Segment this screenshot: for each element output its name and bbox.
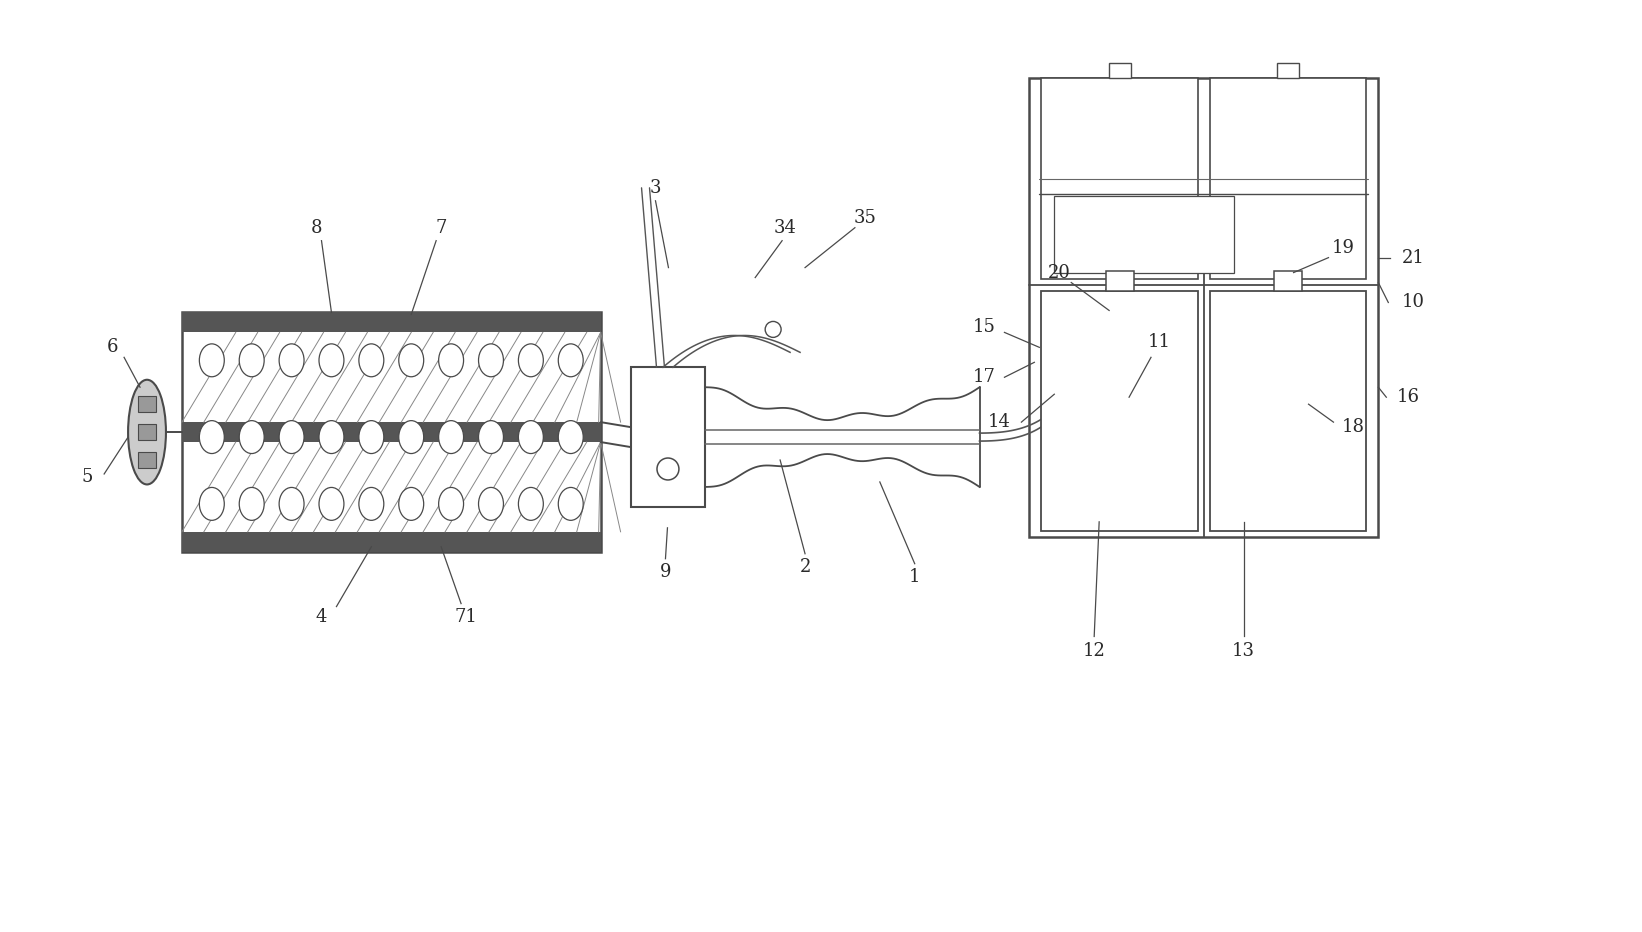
Text: 21: 21 <box>1402 249 1425 267</box>
Bar <box>1105 270 1133 291</box>
Ellipse shape <box>399 487 424 520</box>
Ellipse shape <box>519 420 544 454</box>
Ellipse shape <box>240 344 264 377</box>
Text: 6: 6 <box>107 338 118 356</box>
Ellipse shape <box>558 487 583 520</box>
Text: 35: 35 <box>854 209 877 226</box>
Ellipse shape <box>360 487 384 520</box>
Text: 19: 19 <box>1332 239 1355 256</box>
Ellipse shape <box>558 344 583 377</box>
Text: 15: 15 <box>974 319 997 336</box>
Bar <box>182 532 601 552</box>
Ellipse shape <box>478 420 504 454</box>
Text: 13: 13 <box>1232 642 1254 661</box>
Ellipse shape <box>319 344 343 377</box>
Text: 5: 5 <box>82 468 94 486</box>
Text: 9: 9 <box>660 563 672 581</box>
Bar <box>1054 197 1233 272</box>
Ellipse shape <box>399 420 424 454</box>
Bar <box>1041 291 1199 531</box>
Text: 4: 4 <box>315 608 327 625</box>
Ellipse shape <box>240 487 264 520</box>
Ellipse shape <box>319 487 343 520</box>
Text: 7: 7 <box>435 219 447 237</box>
Bar <box>182 312 601 552</box>
Ellipse shape <box>519 487 544 520</box>
Bar <box>138 452 156 468</box>
Text: 8: 8 <box>310 219 322 237</box>
Circle shape <box>657 458 678 480</box>
Text: 18: 18 <box>1342 418 1365 436</box>
Bar <box>138 424 156 440</box>
Text: 3: 3 <box>650 179 662 197</box>
Bar <box>1108 63 1131 78</box>
Ellipse shape <box>438 420 463 454</box>
Bar <box>138 396 156 412</box>
Ellipse shape <box>360 344 384 377</box>
Ellipse shape <box>240 420 264 454</box>
Bar <box>1041 78 1199 279</box>
Ellipse shape <box>519 344 544 377</box>
Text: 1: 1 <box>910 568 921 585</box>
Circle shape <box>765 322 782 337</box>
Ellipse shape <box>279 487 304 520</box>
Text: 17: 17 <box>974 368 997 386</box>
Bar <box>631 367 706 507</box>
Text: 11: 11 <box>1148 334 1171 351</box>
Text: 14: 14 <box>988 413 1011 432</box>
Ellipse shape <box>478 487 504 520</box>
Bar <box>1274 270 1302 291</box>
Ellipse shape <box>558 420 583 454</box>
Ellipse shape <box>478 344 504 377</box>
Ellipse shape <box>199 420 225 454</box>
Text: 12: 12 <box>1082 642 1105 661</box>
Ellipse shape <box>438 344 463 377</box>
Text: 2: 2 <box>800 557 811 576</box>
Ellipse shape <box>128 379 166 485</box>
Bar <box>1277 63 1299 78</box>
Bar <box>182 312 601 333</box>
Bar <box>1030 78 1378 537</box>
Text: 34: 34 <box>773 219 796 237</box>
Text: 20: 20 <box>1048 264 1071 281</box>
Ellipse shape <box>199 487 225 520</box>
Text: 16: 16 <box>1397 389 1420 406</box>
Ellipse shape <box>319 420 343 454</box>
Ellipse shape <box>399 344 424 377</box>
Text: 10: 10 <box>1402 294 1425 311</box>
Ellipse shape <box>279 420 304 454</box>
Text: 71: 71 <box>455 608 478 625</box>
Ellipse shape <box>438 487 463 520</box>
Ellipse shape <box>279 344 304 377</box>
Bar <box>1210 78 1366 279</box>
Bar <box>182 422 601 442</box>
Ellipse shape <box>199 344 225 377</box>
Ellipse shape <box>360 420 384 454</box>
Bar <box>1210 291 1366 531</box>
